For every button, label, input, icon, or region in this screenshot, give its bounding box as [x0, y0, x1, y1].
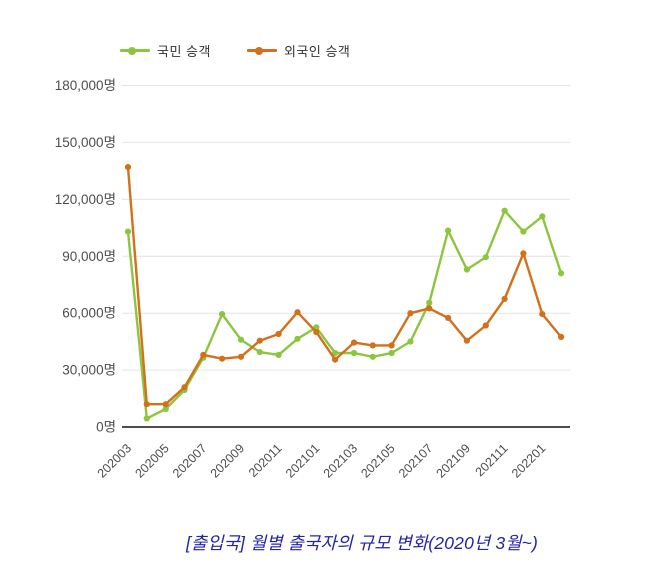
legend-item-foreign[interactable]: 외국인 승객 [246, 41, 351, 60]
data-point-foreign-202109 [463, 337, 470, 344]
chart-legend: 국민 승객 외국인 승객 [120, 41, 350, 60]
legend-item-national[interactable]: 국민 승객 [120, 41, 211, 60]
data-point-foreign-202111 [501, 295, 508, 302]
x-tick-label: 202111 [473, 441, 511, 479]
data-point-foreign-202007 [200, 351, 207, 358]
gridlines [122, 85, 570, 371]
data-point-foreign-202004 [143, 401, 150, 408]
data-point-foreign-202006 [181, 384, 188, 391]
data-point-foreign-202009 [237, 353, 245, 360]
data-point-foreign-202003 [124, 164, 132, 171]
data-point-national-202202 [558, 270, 565, 277]
series-foreign [124, 164, 565, 408]
data-point-national-202012 [294, 335, 301, 342]
series-foreign-line [126, 165, 563, 406]
data-point-national-202005 [162, 405, 169, 413]
data-point-foreign-202110 [482, 322, 489, 329]
legend-dot-icon [254, 46, 263, 55]
x-axis-labels: 2020032020052020072020092020112021012021… [95, 441, 549, 480]
data-point-foreign-202108 [445, 314, 452, 321]
x-tick-label: 202107 [396, 441, 435, 480]
data-point-national-202104 [369, 353, 376, 360]
legend-dot-icon [128, 46, 136, 55]
x-tick-label: 202007 [170, 441, 209, 480]
data-point-foreign-202005 [162, 401, 169, 408]
x-tick-label: 202109 [434, 441, 473, 480]
x-tick-label: 202011 [246, 441, 285, 480]
data-point-foreign-202104 [369, 342, 376, 349]
data-point-national-202109 [463, 266, 470, 273]
y-tick-label: 60,000명 [62, 306, 116, 321]
data-point-national-202102 [332, 349, 339, 357]
data-point-national-202106 [407, 338, 414, 345]
data-point-national-202009 [237, 336, 245, 343]
legend-line-marker-icon [246, 46, 277, 55]
data-point-foreign-202011 [275, 330, 282, 338]
legend-line-marker-icon [120, 46, 150, 55]
x-tick-label: 202005 [132, 441, 171, 480]
legend-item-label: 국민 승객 [157, 44, 211, 59]
y-tick-label: 90,000명 [62, 249, 116, 264]
y-tick-label: 150,000명 [55, 135, 116, 150]
x-tick-label: 202105 [358, 441, 397, 480]
x-tick-label: 202201 [509, 441, 548, 480]
data-point-national-202108 [445, 227, 452, 234]
data-point-foreign-202107 [426, 305, 433, 312]
x-tick-label: 202009 [208, 441, 247, 480]
data-point-foreign-202101 [313, 329, 320, 336]
data-point-foreign-202201 [539, 311, 546, 318]
data-point-national-202111 [501, 207, 508, 214]
data-point-foreign-202008 [219, 355, 226, 362]
y-tick-label: 30,000명 [62, 363, 116, 378]
data-point-national-202010 [256, 349, 263, 356]
x-tick-label: 202103 [321, 441, 360, 480]
line-chart: 0명 30,000명 60,000명 90,000명 120,000명 150,000명 1… [55, 78, 570, 481]
series-national-line [126, 209, 563, 420]
data-point-national-202008 [219, 311, 226, 318]
data-point-foreign-202106 [407, 310, 414, 317]
data-point-national-202110 [482, 254, 489, 261]
chart-caption: [출입국] 월별 출국자의 규모 변화(2020년 3월~) [186, 533, 539, 553]
data-point-national-202011 [275, 351, 282, 358]
data-point-national-202103 [350, 349, 358, 357]
legend-item-label: 외국인 승객 [283, 44, 351, 59]
x-tick-label: 202101 [283, 441, 322, 480]
data-point-national-202201 [539, 213, 546, 220]
data-point-national-202003 [124, 228, 132, 235]
data-point-foreign-202112 [520, 250, 527, 257]
y-axis-labels: 0명 30,000명 60,000명 90,000명 120,000명 150,000명 1… [55, 78, 116, 435]
data-point-foreign-202012 [294, 309, 301, 316]
x-tick-label: 202003 [95, 441, 134, 480]
data-point-foreign-202103 [350, 339, 358, 346]
y-tick-label: 180,000명 [55, 78, 116, 93]
data-point-foreign-202010 [256, 337, 263, 344]
data-point-national-202107 [426, 299, 433, 306]
data-point-national-202105 [388, 349, 395, 357]
data-point-foreign-202102 [332, 356, 339, 363]
data-point-foreign-202202 [558, 333, 565, 340]
data-point-national-202112 [520, 228, 527, 235]
data-point-national-202004 [143, 415, 150, 422]
series-national [124, 207, 565, 422]
y-tick-label: 120,000명 [55, 192, 116, 207]
y-tick-label: 0명 [96, 420, 116, 435]
data-point-foreign-202105 [388, 342, 395, 349]
